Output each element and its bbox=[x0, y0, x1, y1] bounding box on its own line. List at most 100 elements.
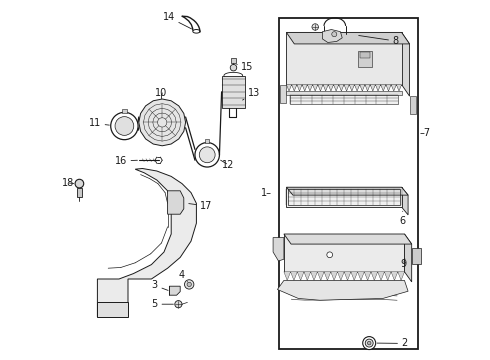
Text: 12: 12 bbox=[220, 159, 234, 170]
Polygon shape bbox=[277, 280, 408, 300]
Polygon shape bbox=[311, 272, 318, 280]
Polygon shape bbox=[328, 85, 334, 91]
Polygon shape bbox=[398, 272, 404, 280]
Text: 9: 9 bbox=[400, 258, 407, 269]
Polygon shape bbox=[358, 272, 364, 280]
Circle shape bbox=[365, 339, 373, 347]
Polygon shape bbox=[292, 85, 297, 91]
Bar bbox=[98, 302, 128, 317]
Polygon shape bbox=[331, 272, 338, 280]
Polygon shape bbox=[313, 85, 318, 91]
Polygon shape bbox=[302, 85, 307, 91]
Bar bbox=[77, 188, 81, 197]
Polygon shape bbox=[168, 191, 184, 214]
Circle shape bbox=[185, 280, 194, 289]
Circle shape bbox=[199, 147, 215, 163]
Polygon shape bbox=[344, 272, 351, 280]
Text: 18: 18 bbox=[62, 178, 74, 188]
Bar bbox=[288, 189, 400, 205]
Bar bbox=[280, 85, 286, 103]
Polygon shape bbox=[391, 272, 398, 280]
Polygon shape bbox=[307, 85, 313, 91]
Circle shape bbox=[327, 252, 333, 258]
Polygon shape bbox=[391, 85, 396, 91]
Polygon shape bbox=[297, 272, 304, 280]
Polygon shape bbox=[371, 272, 378, 280]
Text: 6: 6 bbox=[400, 211, 406, 226]
Text: 8: 8 bbox=[359, 36, 399, 46]
Bar bbox=[360, 53, 369, 58]
Polygon shape bbox=[284, 234, 404, 272]
Polygon shape bbox=[404, 234, 412, 282]
Bar bbox=[410, 96, 416, 114]
Polygon shape bbox=[360, 85, 365, 91]
Text: 17: 17 bbox=[189, 201, 212, 211]
Text: 3: 3 bbox=[152, 280, 168, 291]
Circle shape bbox=[175, 301, 182, 308]
Polygon shape bbox=[370, 85, 375, 91]
Polygon shape bbox=[381, 85, 386, 91]
Polygon shape bbox=[324, 272, 331, 280]
Polygon shape bbox=[338, 272, 344, 280]
Polygon shape bbox=[284, 272, 291, 280]
Polygon shape bbox=[412, 248, 421, 264]
Polygon shape bbox=[396, 85, 402, 91]
Circle shape bbox=[363, 337, 376, 350]
Text: 14: 14 bbox=[163, 12, 192, 29]
Text: 11: 11 bbox=[89, 118, 109, 129]
Polygon shape bbox=[221, 76, 245, 108]
Text: 15: 15 bbox=[237, 62, 254, 72]
Polygon shape bbox=[402, 187, 408, 215]
Polygon shape bbox=[286, 32, 410, 44]
Text: 1–: 1– bbox=[261, 188, 272, 198]
Polygon shape bbox=[318, 85, 323, 91]
Polygon shape bbox=[323, 85, 328, 91]
Polygon shape bbox=[98, 168, 196, 317]
Polygon shape bbox=[349, 85, 354, 91]
Polygon shape bbox=[291, 272, 297, 280]
Polygon shape bbox=[286, 32, 402, 85]
Polygon shape bbox=[402, 32, 410, 96]
Circle shape bbox=[195, 143, 220, 167]
Bar bbox=[290, 95, 398, 104]
Circle shape bbox=[187, 282, 192, 287]
Polygon shape bbox=[344, 85, 349, 91]
Polygon shape bbox=[286, 85, 292, 91]
Text: 13: 13 bbox=[243, 88, 260, 100]
Circle shape bbox=[230, 64, 237, 71]
Polygon shape bbox=[297, 85, 302, 91]
Bar bbox=[286, 91, 402, 95]
Circle shape bbox=[75, 179, 84, 188]
Polygon shape bbox=[334, 85, 339, 91]
Bar bbox=[231, 58, 236, 63]
Polygon shape bbox=[354, 85, 360, 91]
Polygon shape bbox=[322, 30, 342, 42]
Polygon shape bbox=[284, 234, 412, 244]
Text: 4: 4 bbox=[178, 270, 187, 282]
Text: 10: 10 bbox=[155, 88, 168, 99]
Polygon shape bbox=[318, 272, 324, 280]
Circle shape bbox=[115, 117, 134, 135]
Bar bbox=[279, 18, 418, 349]
Bar bbox=[122, 109, 127, 113]
Polygon shape bbox=[375, 85, 381, 91]
Polygon shape bbox=[384, 272, 391, 280]
Polygon shape bbox=[364, 272, 371, 280]
Polygon shape bbox=[304, 272, 311, 280]
Circle shape bbox=[332, 32, 337, 37]
Text: 16: 16 bbox=[115, 156, 137, 166]
Text: –7: –7 bbox=[419, 128, 431, 138]
Polygon shape bbox=[286, 187, 408, 195]
Text: 2: 2 bbox=[377, 338, 408, 348]
Circle shape bbox=[111, 112, 138, 140]
Polygon shape bbox=[365, 85, 370, 91]
Text: 5: 5 bbox=[151, 299, 173, 309]
Circle shape bbox=[312, 24, 318, 30]
Polygon shape bbox=[170, 286, 180, 295]
Polygon shape bbox=[339, 85, 344, 91]
Polygon shape bbox=[378, 272, 384, 280]
Bar bbox=[205, 139, 209, 143]
Polygon shape bbox=[286, 187, 402, 207]
Polygon shape bbox=[273, 238, 284, 261]
Circle shape bbox=[368, 341, 371, 345]
